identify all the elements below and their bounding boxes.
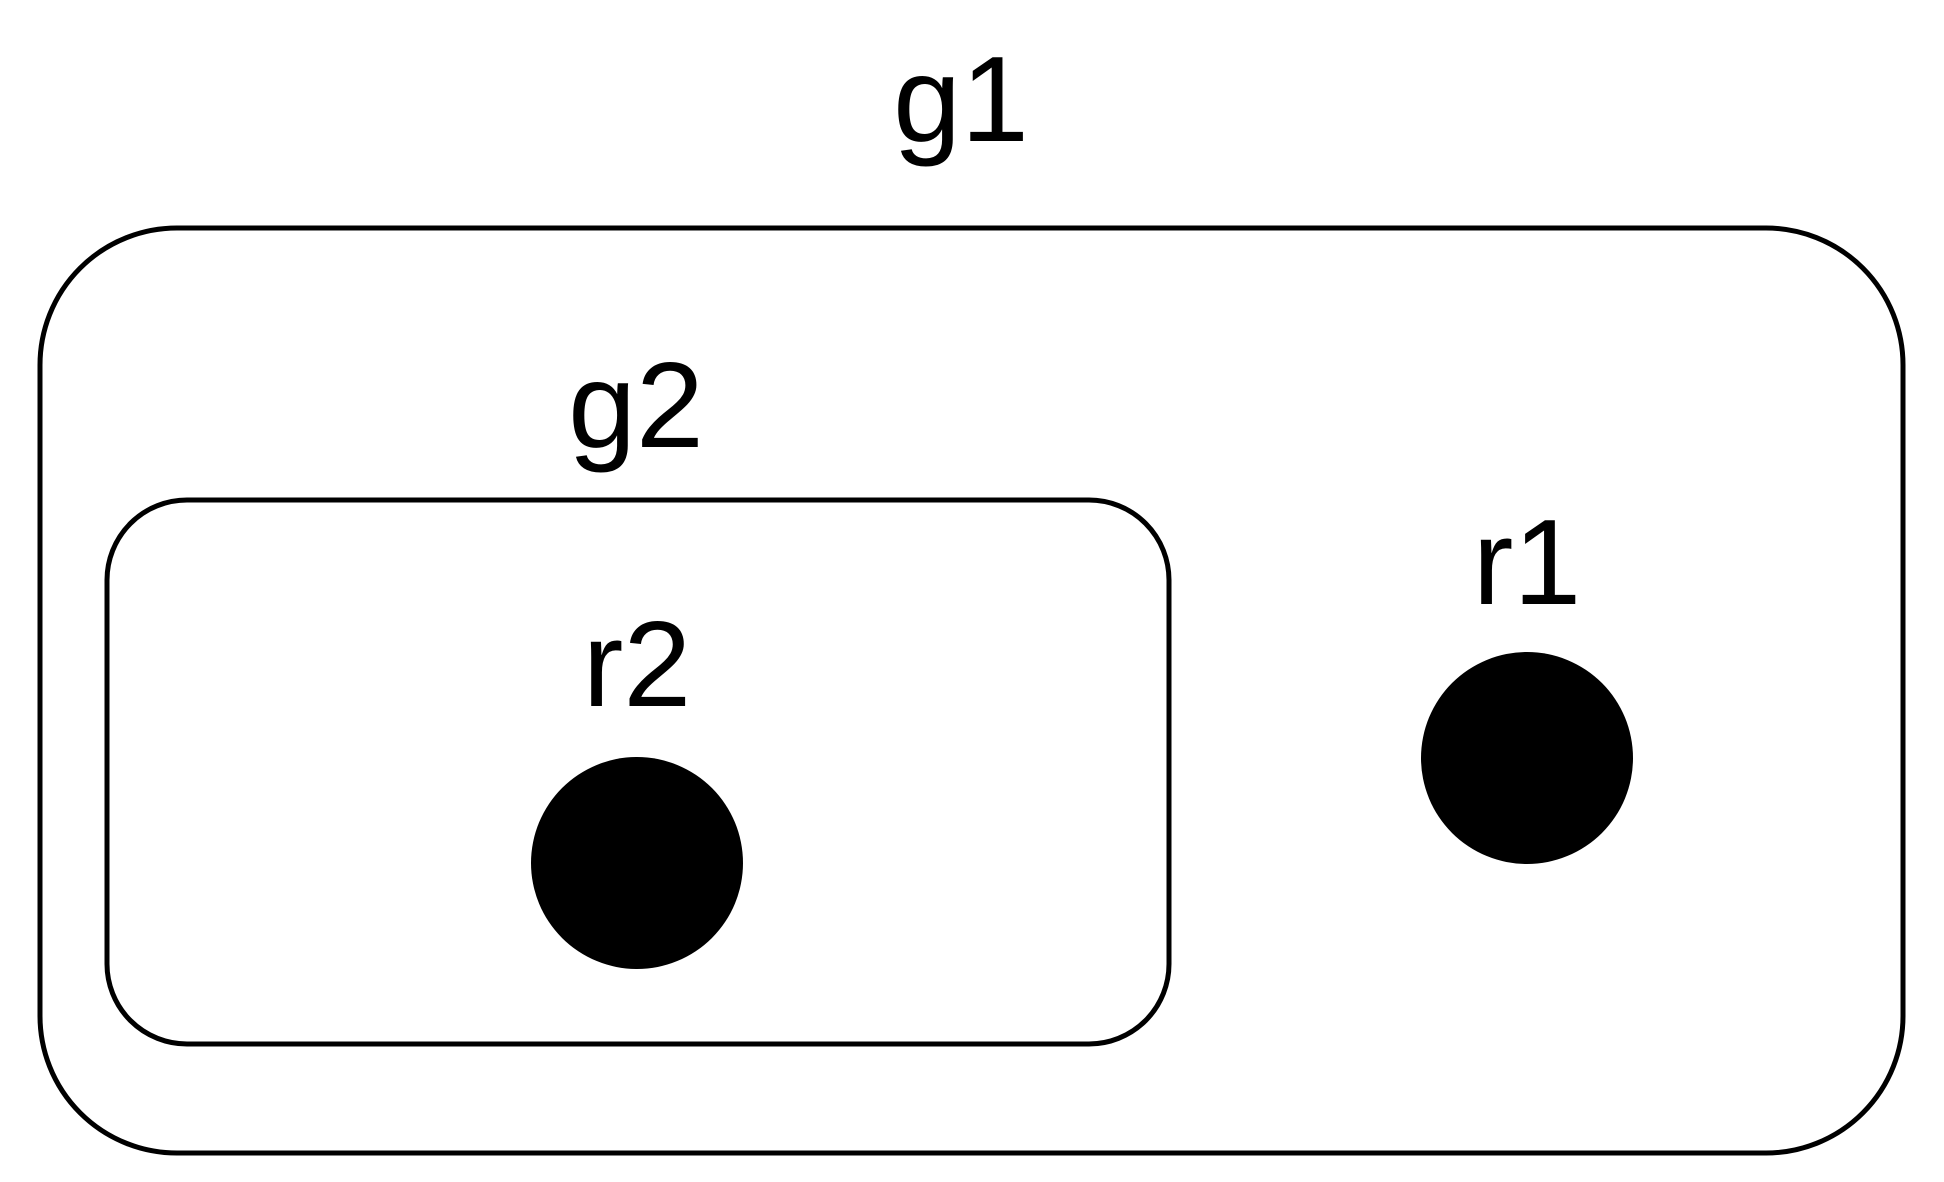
node-r2-dot [531,757,743,969]
group-g1-box [37,225,1906,1156]
group-g1: g1 [37,31,1906,1156]
node-r2: r2 [531,596,743,969]
node-r1-label: r1 [1473,494,1581,630]
group-g2-label: g2 [568,337,704,473]
node-r1-dot [1421,652,1633,864]
group-g1-label: g1 [893,31,1029,167]
group-g2: g2 [104,337,1172,1047]
node-r2-label: r2 [583,596,691,732]
group-g2-box [104,497,1172,1047]
node-r1: r1 [1421,494,1633,864]
